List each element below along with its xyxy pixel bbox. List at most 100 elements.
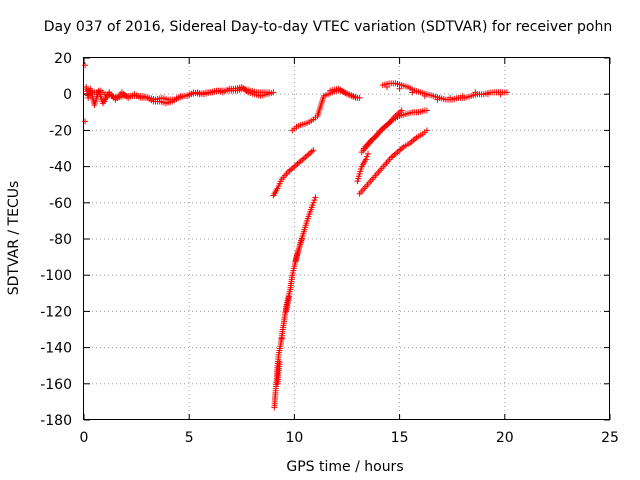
data-point-marker xyxy=(378,127,385,134)
data-point-marker xyxy=(291,163,298,170)
data-point-marker xyxy=(251,88,258,95)
y-tick-label: 0 xyxy=(63,87,72,103)
data-point-marker xyxy=(308,117,315,124)
data-point-marker xyxy=(163,96,170,103)
data-point-marker xyxy=(298,237,305,244)
data-point-marker xyxy=(122,92,129,99)
data-point-marker xyxy=(390,114,397,121)
data-point-marker xyxy=(419,108,426,115)
data-point-marker xyxy=(106,92,113,99)
data-point-marker xyxy=(213,88,220,95)
data-point-marker xyxy=(342,90,349,97)
data-point-marker xyxy=(303,220,310,227)
data-point-marker xyxy=(371,134,378,141)
plot-frame xyxy=(83,57,610,420)
data-point-marker xyxy=(268,89,275,96)
data-point-marker xyxy=(307,150,314,157)
data-point-marker xyxy=(453,95,460,102)
data-point-marker xyxy=(308,148,315,155)
y-tick-label: -80 xyxy=(49,232,72,248)
y-tick-label: -140 xyxy=(40,341,72,357)
data-point-marker xyxy=(281,314,288,321)
data-point-marker xyxy=(320,95,327,102)
y-tick-label: -120 xyxy=(40,304,72,320)
data-point-marker xyxy=(361,158,368,165)
grid xyxy=(84,58,610,420)
data-point-marker xyxy=(428,92,435,99)
data-point-marker xyxy=(396,147,403,154)
data-point-marker xyxy=(478,91,485,98)
data-point-marker xyxy=(472,91,479,98)
data-point-marker xyxy=(484,89,491,96)
data-point-marker xyxy=(389,153,396,160)
data-point-marker xyxy=(363,153,370,160)
data-point-marker xyxy=(264,89,271,96)
data-point-marker xyxy=(207,89,214,96)
data-point-marker xyxy=(118,93,125,100)
data-point-marker xyxy=(300,230,307,237)
data-point-marker xyxy=(82,62,89,69)
data-point-marker xyxy=(283,170,290,177)
data-point-marker xyxy=(397,146,404,153)
data-point-marker xyxy=(380,163,387,170)
data-point-marker xyxy=(275,354,282,361)
data-point-marker xyxy=(358,166,365,173)
data-point-marker xyxy=(397,108,404,115)
data-point-marker xyxy=(373,170,380,177)
data-point-marker xyxy=(411,135,418,142)
data-markers xyxy=(82,62,510,411)
data-point-marker xyxy=(399,145,406,152)
data-point-marker xyxy=(383,80,390,87)
data-point-marker xyxy=(410,137,417,144)
data-point-marker xyxy=(327,90,334,97)
x-tick-label: 25 xyxy=(601,430,619,446)
data-point-marker xyxy=(392,150,399,157)
data-point-marker xyxy=(390,80,397,87)
data-point-marker xyxy=(391,151,398,158)
data-point-marker xyxy=(309,202,316,209)
data-point-marker xyxy=(501,89,508,96)
data-point-marker xyxy=(91,89,98,96)
y-tick-label: 20 xyxy=(54,51,72,67)
data-point-marker xyxy=(312,114,319,121)
data-point-marker xyxy=(434,94,441,101)
x-tick-label: 15 xyxy=(391,430,409,446)
x-tick-label: 5 xyxy=(185,430,194,446)
data-point-marker xyxy=(407,109,414,116)
data-point-marker xyxy=(400,111,407,118)
data-point-marker xyxy=(288,274,295,281)
data-point-marker xyxy=(95,88,102,95)
data-point-marker xyxy=(286,288,293,295)
data-point-marker xyxy=(276,361,283,368)
data-point-marker xyxy=(232,87,239,94)
data-point-marker xyxy=(286,167,293,174)
data-point-marker xyxy=(440,96,447,103)
data-point-marker xyxy=(304,152,311,159)
x-tick-label: 20 xyxy=(496,430,514,446)
data-point-marker xyxy=(292,162,299,169)
data-point-marker xyxy=(447,96,454,103)
data-point-marker xyxy=(82,118,89,125)
data-point-marker xyxy=(367,178,374,185)
y-tick-label: -60 xyxy=(49,196,72,212)
x-tick-label: 10 xyxy=(285,430,303,446)
data-point-marker xyxy=(302,154,309,161)
y-axis-label: SDTVAR / TECUs xyxy=(6,181,22,296)
data-point-marker xyxy=(394,114,401,121)
y-tick-label: -160 xyxy=(40,377,72,393)
data-point-marker xyxy=(423,107,430,114)
data-point-marker xyxy=(288,166,295,173)
data-point-marker xyxy=(405,141,412,148)
tick-labels: 0 5 10 15 20 25 20 0 -20 -40 -60 -80 -100 -120 -140 -16… xyxy=(40,51,619,446)
data-point-marker xyxy=(299,156,306,163)
data-point-marker xyxy=(421,90,428,97)
data-point-marker xyxy=(169,96,176,103)
data-point-marker xyxy=(305,151,312,158)
data-point-marker xyxy=(310,147,317,154)
data-point-marker xyxy=(421,129,428,136)
data-point-marker xyxy=(295,122,302,129)
data-point-marker xyxy=(277,343,284,350)
data-point-marker xyxy=(402,83,409,90)
data-point-marker xyxy=(384,121,391,128)
